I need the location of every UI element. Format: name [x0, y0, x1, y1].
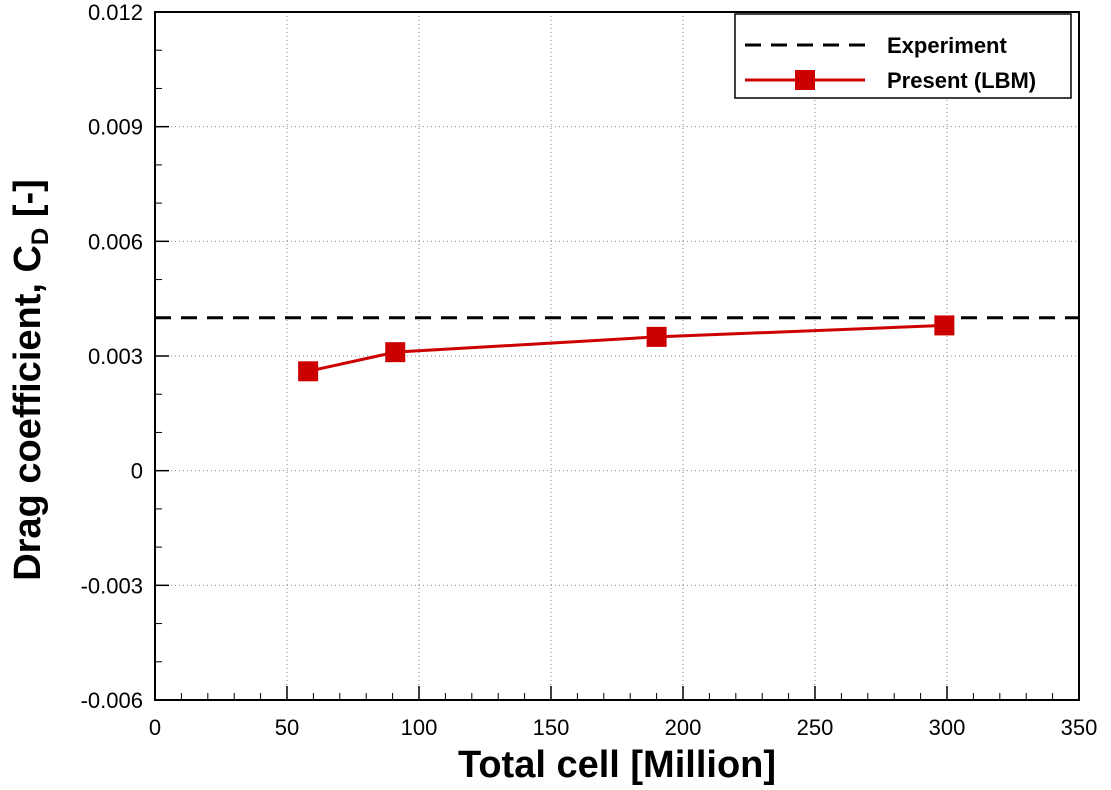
- y-tick-label: 0.012: [88, 0, 143, 25]
- y-axis-title-main: Drag coefficient, C: [7, 245, 49, 581]
- y-axis-title-subscript: D: [27, 228, 54, 245]
- x-tick-labels: 0 50 100 150 200 250 300 350: [149, 715, 1097, 740]
- x-tick-label: 0: [149, 715, 161, 740]
- y-tick-labels: -0.006 -0.003 0 0.003 0.006 0.009 0.012: [81, 0, 143, 713]
- x-tick-label: 250: [797, 715, 834, 740]
- x-tick-label: 350: [1061, 715, 1098, 740]
- legend: Experiment Present (LBM): [734, 13, 1072, 99]
- y-tick-label: 0.003: [88, 344, 143, 369]
- legend-lbm-marker: [795, 70, 815, 90]
- x-tick-label: 50: [275, 715, 299, 740]
- y-axis-title: Drag coefficient, CD [-]: [7, 179, 54, 581]
- series-layer: [155, 315, 1079, 382]
- x-tick-label: 300: [929, 715, 966, 740]
- lbm-line: [307, 323, 945, 373]
- lbm-point: [646, 326, 667, 347]
- legend-lbm-label: Present (LBM): [887, 68, 1036, 93]
- plot-frame: [154, 11, 1080, 701]
- lbm-point: [385, 342, 406, 363]
- x-tick-label: 200: [665, 715, 702, 740]
- y-axis-title-suffix: [-]: [7, 179, 49, 228]
- y-tick-label: -0.006: [81, 688, 143, 713]
- grid-lines: [155, 12, 1079, 700]
- legend-experiment-label: Experiment: [887, 33, 1007, 58]
- x-tick-label: 150: [533, 715, 570, 740]
- x-axis-title: Total cell [Million]: [458, 744, 776, 786]
- lbm-point: [934, 315, 955, 336]
- y-tick-label: 0: [131, 459, 143, 484]
- x-tick-label: 100: [401, 715, 438, 740]
- lbm-point: [298, 361, 319, 382]
- y-tick-label: 0.009: [88, 115, 143, 140]
- y-tick-label: -0.003: [81, 573, 143, 598]
- y-tick-label: 0.006: [88, 229, 143, 254]
- legend-box: [734, 13, 1072, 99]
